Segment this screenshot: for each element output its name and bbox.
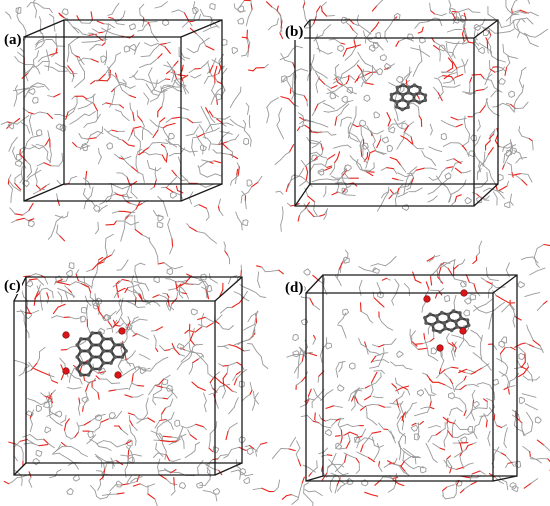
panel-label-d: (d) [284,280,305,296]
panel-label-a: (a) [3,32,23,48]
pah-molecule-b [389,83,428,112]
panel-label-b: (b) [284,24,305,40]
simulation-box-c [3,233,284,506]
box-edges-b [294,19,499,207]
panel-c: (c) [0,233,284,506]
panel-d: (d) [271,240,550,506]
simulation-box-d [271,240,550,506]
box-edges-c [13,276,243,476]
panel-b: (b) [265,0,550,253]
pah-molecule-c [62,327,128,379]
box-edges-a [23,19,223,202]
panel-a: (a) [0,0,275,255]
simulation-box-b [265,0,549,232]
molecular-clutter-d [271,240,550,506]
panel-label-c: (c) [3,278,22,294]
simulation-box-a [0,0,269,255]
molecular-clutter-a [0,0,269,255]
pah-molecule-d [423,289,471,352]
molecular-clutter-b [265,0,549,232]
box-edges-d [305,274,518,482]
